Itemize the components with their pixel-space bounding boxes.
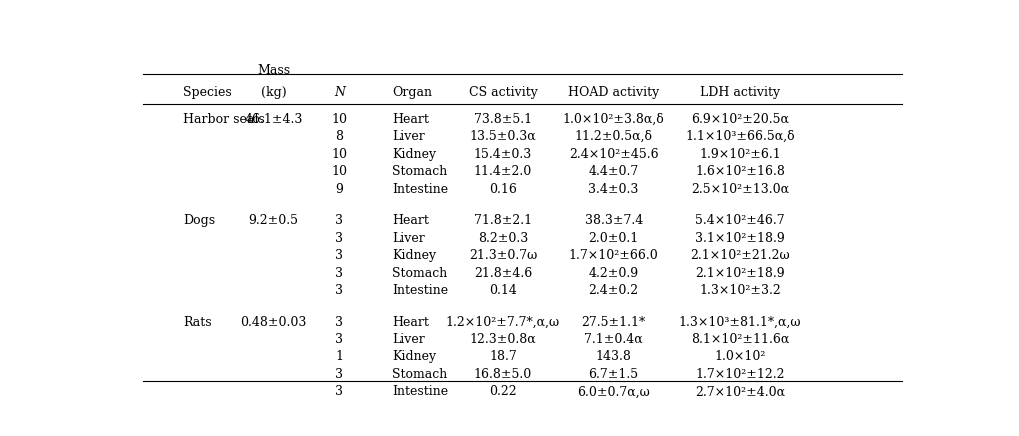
Text: 8.2±0.3: 8.2±0.3: [477, 232, 528, 245]
Text: Rats: Rats: [182, 316, 211, 328]
Text: 21.8±4.6: 21.8±4.6: [474, 266, 532, 279]
Text: 3: 3: [335, 232, 343, 245]
Text: 2.0±0.1: 2.0±0.1: [588, 232, 638, 245]
Text: Stomach: Stomach: [392, 368, 447, 381]
Text: 1.2×10²±7.7*,α,ω: 1.2×10²±7.7*,α,ω: [445, 316, 559, 328]
Text: 15.4±0.3: 15.4±0.3: [474, 148, 532, 160]
Text: 2.7×10²±4.0α: 2.7×10²±4.0α: [694, 385, 785, 399]
Text: 16.8±5.0: 16.8±5.0: [474, 368, 532, 381]
Text: Harbor seals: Harbor seals: [182, 113, 264, 126]
Text: 9.2±0.5: 9.2±0.5: [249, 214, 299, 227]
Text: 0.22: 0.22: [489, 385, 517, 399]
Text: 4.2±0.9: 4.2±0.9: [588, 266, 638, 279]
Text: 2.4±0.2: 2.4±0.2: [588, 284, 638, 297]
Text: 8: 8: [335, 130, 343, 143]
Text: 6.9×10²±20.5α: 6.9×10²±20.5α: [691, 113, 789, 126]
Text: 71.8±2.1: 71.8±2.1: [474, 214, 532, 227]
Text: Liver: Liver: [392, 333, 425, 346]
Text: 1.1×10³±66.5α,δ: 1.1×10³±66.5α,δ: [685, 130, 794, 143]
Text: Kidney: Kidney: [392, 351, 436, 364]
Text: LDH activity: LDH activity: [699, 86, 780, 99]
Text: 3: 3: [335, 316, 343, 328]
Text: 11.2±0.5α,δ: 11.2±0.5α,δ: [574, 130, 652, 143]
Text: 1.0×10²: 1.0×10²: [713, 351, 765, 364]
Text: Organ: Organ: [392, 86, 432, 99]
Text: Stomach: Stomach: [392, 266, 447, 279]
Text: 1.9×10²±6.1: 1.9×10²±6.1: [699, 148, 781, 160]
Text: 3: 3: [335, 266, 343, 279]
Text: 13.5±0.3α: 13.5±0.3α: [469, 130, 536, 143]
Text: 6.7±1.5: 6.7±1.5: [588, 368, 638, 381]
Text: 1.7×10²±66.0: 1.7×10²±66.0: [569, 249, 658, 262]
Text: 38.3±7.4: 38.3±7.4: [584, 214, 642, 227]
Text: 2.5×10²±13.0α: 2.5×10²±13.0α: [691, 183, 789, 196]
Text: 10: 10: [331, 148, 347, 160]
Text: 1.3×10²±3.2: 1.3×10²±3.2: [699, 284, 781, 297]
Text: Intestine: Intestine: [392, 284, 448, 297]
Text: 73.8±5.1: 73.8±5.1: [474, 113, 532, 126]
Text: 2.1×10²±18.9: 2.1×10²±18.9: [695, 266, 785, 279]
Text: Liver: Liver: [392, 130, 425, 143]
Text: 3: 3: [335, 385, 343, 399]
Text: 2.4×10²±45.6: 2.4×10²±45.6: [569, 148, 658, 160]
Text: 27.5±1.1*: 27.5±1.1*: [581, 316, 645, 328]
Text: Intestine: Intestine: [392, 385, 448, 399]
Text: 3: 3: [335, 368, 343, 381]
Text: Liver: Liver: [392, 232, 425, 245]
Text: Kidney: Kidney: [392, 148, 436, 160]
Text: (kg): (kg): [261, 86, 286, 99]
Text: 1.6×10²±16.8: 1.6×10²±16.8: [695, 165, 785, 178]
Text: CS activity: CS activity: [468, 86, 537, 99]
Text: 4.4±0.7: 4.4±0.7: [588, 165, 638, 178]
Text: 0.48±0.03: 0.48±0.03: [240, 316, 307, 328]
Text: 10: 10: [331, 113, 347, 126]
Text: 143.8: 143.8: [595, 351, 631, 364]
Text: Stomach: Stomach: [392, 165, 447, 178]
Text: Kidney: Kidney: [392, 249, 436, 262]
Text: 3.1×10²±18.9: 3.1×10²±18.9: [695, 232, 785, 245]
Text: 1: 1: [335, 351, 343, 364]
Text: Heart: Heart: [392, 316, 429, 328]
Text: 6.0±0.7α,ω: 6.0±0.7α,ω: [577, 385, 649, 399]
Text: 7.1±0.4α: 7.1±0.4α: [584, 333, 642, 346]
Text: 1.0×10²±3.8α,δ: 1.0×10²±3.8α,δ: [562, 113, 664, 126]
Text: 8.1×10²±11.6α: 8.1×10²±11.6α: [690, 333, 789, 346]
Text: Dogs: Dogs: [182, 214, 215, 227]
Text: 0.14: 0.14: [488, 284, 517, 297]
Text: 10: 10: [331, 165, 347, 178]
Text: 12.3±0.8α: 12.3±0.8α: [469, 333, 536, 346]
Text: 9: 9: [335, 183, 343, 196]
Text: Intestine: Intestine: [392, 183, 448, 196]
Text: 46.1±4.3: 46.1±4.3: [245, 113, 303, 126]
Text: 1.7×10²±12.2: 1.7×10²±12.2: [695, 368, 784, 381]
Text: 3: 3: [335, 214, 343, 227]
Text: 0.16: 0.16: [488, 183, 517, 196]
Text: 18.7: 18.7: [489, 351, 517, 364]
Text: 21.3±0.7ω: 21.3±0.7ω: [469, 249, 537, 262]
Text: Mass: Mass: [257, 64, 290, 77]
Text: 3: 3: [335, 249, 343, 262]
Text: Species: Species: [182, 86, 231, 99]
Text: 3: 3: [335, 284, 343, 297]
Text: Heart: Heart: [392, 214, 429, 227]
Text: HOAD activity: HOAD activity: [568, 86, 658, 99]
Text: 3.4±0.3: 3.4±0.3: [588, 183, 638, 196]
Text: 3: 3: [335, 333, 343, 346]
Text: 11.4±2.0: 11.4±2.0: [474, 165, 532, 178]
Text: N: N: [333, 86, 344, 99]
Text: 5.4×10²±46.7: 5.4×10²±46.7: [695, 214, 785, 227]
Text: 1.3×10³±81.1*,α,ω: 1.3×10³±81.1*,α,ω: [679, 316, 801, 328]
Text: 2.1×10²±21.2ω: 2.1×10²±21.2ω: [690, 249, 789, 262]
Text: Heart: Heart: [392, 113, 429, 126]
